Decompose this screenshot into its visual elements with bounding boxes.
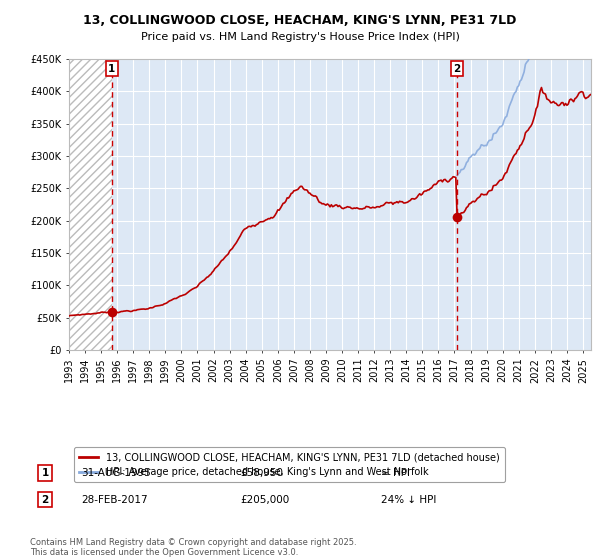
Text: Price paid vs. HM Land Registry's House Price Index (HPI): Price paid vs. HM Land Registry's House … [140, 32, 460, 43]
Text: 31-AUG-1995: 31-AUG-1995 [81, 468, 151, 478]
Text: £58,950: £58,950 [240, 468, 283, 478]
Bar [69, 59, 112, 350]
Text: 1: 1 [41, 468, 49, 478]
Text: 28-FEB-2017: 28-FEB-2017 [81, 494, 148, 505]
Text: 24% ↓ HPI: 24% ↓ HPI [381, 494, 436, 505]
Legend: 13, COLLINGWOOD CLOSE, HEACHAM, KING'S LYNN, PE31 7LD (detached house), HPI: Ave: 13, COLLINGWOOD CLOSE, HEACHAM, KING'S L… [74, 447, 505, 482]
Text: Contains HM Land Registry data © Crown copyright and database right 2025.
This d: Contains HM Land Registry data © Crown c… [30, 538, 356, 557]
Text: £205,000: £205,000 [240, 494, 289, 505]
Text: ≈ HPI: ≈ HPI [381, 468, 410, 478]
Text: 2: 2 [454, 63, 461, 73]
Text: 13, COLLINGWOOD CLOSE, HEACHAM, KING'S LYNN, PE31 7LD: 13, COLLINGWOOD CLOSE, HEACHAM, KING'S L… [83, 14, 517, 27]
Text: 2: 2 [41, 494, 49, 505]
Text: 1: 1 [108, 63, 115, 73]
